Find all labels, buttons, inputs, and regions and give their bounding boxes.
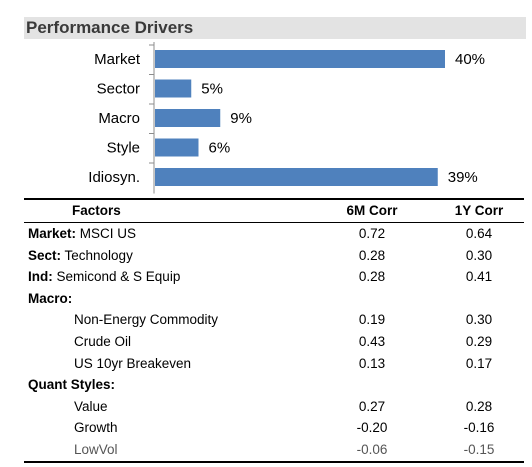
factor-name: Quant Styles: (28, 374, 115, 396)
factor-label: Growth (74, 420, 118, 436)
table-row: Non-Energy Commodity 0.19 0.30 (24, 309, 524, 331)
bar-idiosyn (155, 168, 438, 186)
corr-6m-value: 0.28 (358, 247, 386, 263)
value-label: 9% (230, 110, 252, 127)
value-label: 5% (201, 81, 223, 98)
corr-6m-value: 0.72 (358, 226, 386, 241)
header-factors: Factors (72, 203, 121, 218)
table-row: US 10yr Breakeven 0.13 0.17 (24, 353, 524, 375)
factor-name: Market: MSCI US (28, 223, 136, 245)
corr-1y-value: 0.41 (465, 269, 493, 285)
category-label: Market (94, 51, 141, 68)
corr-1y-value: -0.15 (463, 441, 495, 457)
corr-1y-value: 0.17 (465, 355, 493, 371)
performance-drivers-bar-chart: Market 40% Sector 5% Macro 9% Style 6% Idiosyn. 3… (88, 42, 485, 194)
value-label: 6% (209, 140, 231, 157)
category-label: Macro (98, 110, 140, 127)
corr-6m-value: 0.43 (358, 333, 386, 349)
bar-sector (155, 79, 192, 98)
factor-label: Semicond & S Equip (52, 269, 181, 285)
factor-group-label: Quant Styles: (28, 377, 116, 393)
value-label: 40% (455, 51, 485, 68)
category-label: Sector (97, 81, 140, 98)
corr-6m-value: 0.19 (358, 312, 386, 328)
table-row: Ind: Semicond & S Equip 0.28 0.41 (24, 266, 524, 288)
table-row: Macro: (24, 288, 524, 310)
factor-name: Sect: Technology (28, 245, 133, 267)
corr-6m-value: 0.13 (358, 355, 386, 371)
bar-market (155, 50, 445, 68)
category-label: Idiosyn. (88, 169, 140, 186)
factor-name: LowVol (74, 439, 118, 461)
value-label: 39% (448, 169, 478, 186)
factor-name: Ind: Semicond & S Equip (28, 266, 180, 288)
factor-name: US 10yr Breakeven (74, 353, 191, 375)
factor-name: Crude Oil (74, 331, 131, 353)
corr-1y-value: 0.64 (465, 226, 493, 241)
factor-label: LowVol (74, 441, 118, 457)
corr-6m-value: 0.28 (358, 269, 386, 285)
table-row: Growth -0.20 -0.16 (24, 417, 524, 439)
corr-1y-value: 0.30 (465, 247, 493, 263)
header-6m-corr: 6M Corr (346, 203, 398, 218)
factor-group-label: Sect: (28, 247, 62, 263)
header-1y-corr: 1Y Corr (454, 203, 504, 218)
factor-name: Macro: (28, 288, 72, 310)
table-row: Sect: Technology 0.28 0.30 (24, 245, 524, 267)
corr-1y-value: 0.30 (465, 312, 493, 328)
factor-label: Value (74, 398, 108, 414)
factor-label: Technology (61, 247, 133, 263)
chart-title: Performance Drivers (24, 17, 526, 39)
factor-group-label: Macro: (28, 290, 73, 306)
corr-6m-value: -0.20 (356, 420, 388, 436)
factor-label: US 10yr Breakeven (74, 355, 192, 371)
table-body: Market: MSCI US 0.72 0.64 Sect: Technology 0… (24, 223, 524, 463)
factor-group-label: Ind: (28, 269, 53, 285)
table-row: Market: MSCI US 0.72 0.64 (24, 223, 524, 245)
factor-name: Non-Energy Commodity (74, 309, 218, 331)
table-row: Value 0.27 0.28 (24, 396, 524, 418)
category-label: Style (107, 140, 140, 157)
table-header-row: Factors 6M Corr 1Y Corr (24, 198, 524, 223)
table-row: Quant Styles: (24, 374, 524, 396)
factor-group-label: Market: (28, 226, 77, 241)
table-row: LowVol -0.06 -0.15 (24, 439, 524, 463)
corr-1y-value: 0.28 (465, 398, 493, 414)
corr-1y-value: -0.16 (463, 420, 495, 436)
factor-label: MSCI US (76, 226, 137, 241)
table-row: Crude Oil 0.43 0.29 (24, 331, 524, 353)
factor-label: Non-Energy Commodity (74, 312, 219, 328)
factor-label: Crude Oil (74, 333, 132, 349)
factor-name: Value (74, 396, 108, 418)
corr-1y-value: 0.29 (465, 333, 493, 349)
factor-name: Growth (74, 417, 118, 439)
bar-macro (155, 109, 221, 127)
corr-6m-value: 0.27 (358, 398, 386, 414)
factor-correlation-table: Factors 6M Corr 1Y Corr Market: MSCI US 0… (24, 198, 524, 463)
bar-style (155, 138, 199, 157)
corr-6m-value: -0.06 (356, 441, 388, 457)
